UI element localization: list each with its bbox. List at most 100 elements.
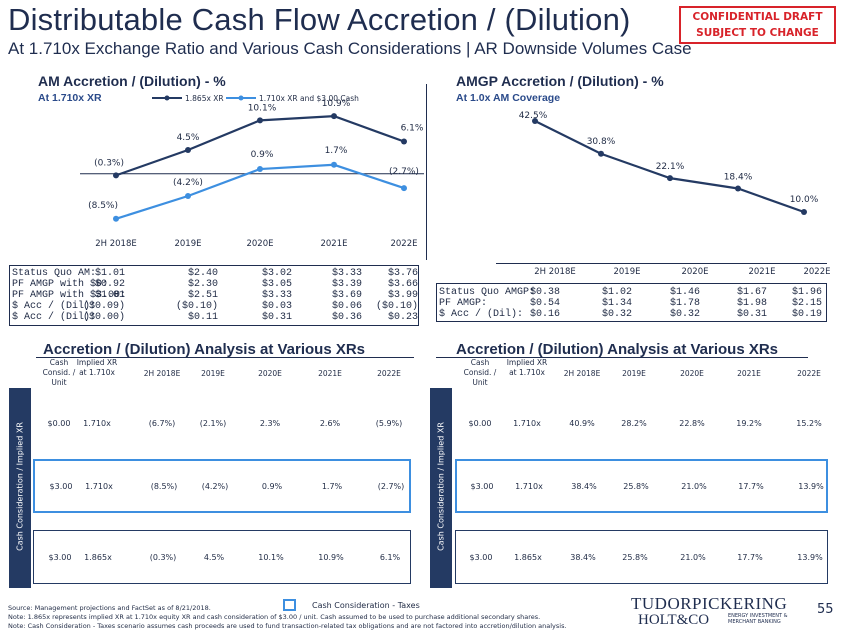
xr-cell: 40.9% xyxy=(569,418,595,428)
data-point-1-1 xyxy=(185,193,191,200)
am-stats-value: $0.03 xyxy=(261,301,292,312)
am-stats-value: ($0.09) xyxy=(82,301,125,312)
am-stats-value: $3.39 xyxy=(331,279,362,290)
amgp-data-label-2: 22.1% xyxy=(656,162,685,172)
legend-marker-1710-cash xyxy=(238,95,244,101)
data-label-0-0: (0.3%) xyxy=(94,158,124,168)
am-stats-value: $3.33 xyxy=(261,290,292,301)
am-chart-title: AM Accretion / (Dilution) - % xyxy=(38,73,226,89)
xr-cell: (5.9%) xyxy=(375,418,403,428)
xr-cell: 13.9% xyxy=(797,552,823,562)
data-label-1-0: (8.5%) xyxy=(88,201,118,211)
am-stats-value: ($0.00) xyxy=(82,312,125,323)
am-stats-value: $3.76 xyxy=(387,268,418,279)
am-x-tick-0: 2H 2018E xyxy=(95,239,137,249)
amgp-stats-value: $1.78 xyxy=(669,298,700,309)
xr-cell: (6.7%) xyxy=(148,418,176,428)
logo-line-2: HOLT&CO xyxy=(638,612,710,628)
confidential-line-2: SUBJECT TO CHANGE xyxy=(696,27,819,39)
amgp-stats-value: $0.31 xyxy=(736,309,767,320)
amgp-stats-value: $1.46 xyxy=(669,287,700,298)
logo-tagline-2: MERCHANT BANKING xyxy=(728,619,781,625)
xr-cell: 1.710x xyxy=(83,418,111,428)
cash-consideration-legend-swatch xyxy=(283,599,296,611)
xr-column-header: Cash Consid. / Unit xyxy=(42,358,76,387)
logo-line-1: TUDORPICKERING xyxy=(631,594,788,613)
xr-cell: $3.00 xyxy=(469,552,493,562)
cash-consideration-legend-label: Cash Consideration - Taxes xyxy=(312,601,420,610)
am-stats-value: $3.66 xyxy=(387,279,418,290)
xr-column-header: 2020E xyxy=(258,369,282,378)
amgp-stats-col-header: 2H 2018E xyxy=(534,267,576,277)
logo-tagline-1: ENERGY INVESTMENT & xyxy=(728,613,788,619)
xr-cell: 1.865x xyxy=(514,552,542,562)
data-label-0-4: 6.1% xyxy=(401,124,424,134)
data-point-1-2 xyxy=(257,166,263,173)
amgp-stats-border xyxy=(436,283,827,322)
amgp-data-label-3: 18.4% xyxy=(724,172,753,182)
xr-cell: (4.2%) xyxy=(201,481,229,491)
xr-cell: (2.7%) xyxy=(377,481,405,491)
am-chart-subtitle: At 1.710x XR xyxy=(38,92,102,104)
amgp-stats-value: $0.19 xyxy=(791,309,822,320)
page-number: 55 xyxy=(817,602,834,617)
amgp-stats-col-header: 2021E xyxy=(748,267,776,277)
xr-row-hl: $3.00 1.710x (8.5%) (4.2%) 0.9% 1.7% (2.7%) xyxy=(33,459,411,513)
amgp-data-point-3 xyxy=(735,185,741,192)
am-stats-value: $0.92 xyxy=(94,279,125,290)
xr-cell: 1.710x xyxy=(513,418,541,428)
amgp-chart-subtitle: At 1.0x AM Coverage xyxy=(456,92,561,104)
xr-cell: 2.3% xyxy=(259,418,281,428)
xr-cell: 10.9% xyxy=(318,552,344,562)
xr-sidebar xyxy=(430,388,452,588)
legend-label-1710-cash: 1.710x XR and $3.00 Cash xyxy=(259,94,359,103)
am-x-tick-1: 2019E xyxy=(174,239,201,249)
xr-cell: 17.7% xyxy=(737,552,763,562)
xr-table-title: Accretion / (Dilution) Analysis at Vario… xyxy=(43,341,366,358)
am-x-tick-3: 2021E xyxy=(320,239,347,249)
xr-sidebar-label: Cash Consideration / Implied XR xyxy=(436,422,446,551)
xr-column-header: 2H 2018E xyxy=(143,369,181,378)
xr-cell: 21.0% xyxy=(681,481,707,491)
logo-tagline: ENERGY INVESTMENT & MERCHANT BANKING xyxy=(728,613,788,625)
amgp-stats-row-label: PF AMGP: xyxy=(439,298,488,309)
legend-label-1865: 1.865x XR xyxy=(185,94,224,103)
data-point-1-4 xyxy=(401,185,407,192)
page-subtitle: At 1.710x Exchange Ratio and Various Cas… xyxy=(8,39,692,58)
amgp-data-point-4 xyxy=(801,209,807,215)
xr-table-title: Accretion / (Dilution) Analysis at Vario… xyxy=(456,341,779,358)
am-stats-value: $3.69 xyxy=(331,290,362,301)
data-label-1-2: 0.9% xyxy=(251,150,274,160)
xr-cell: (8.5%) xyxy=(150,481,178,491)
xr-column-header: 2019E xyxy=(201,369,225,378)
xr-cell: 25.8% xyxy=(623,481,649,491)
am-stats-value: $3.33 xyxy=(331,268,362,279)
data-label-0-2: 10.1% xyxy=(248,103,277,113)
data-label-1-3: 1.7% xyxy=(325,146,348,156)
xr-cell: $0.00 xyxy=(468,418,492,428)
xr-cell: 38.4% xyxy=(571,481,597,491)
am-stats-value: $3.02 xyxy=(261,268,292,279)
am-stats-value: $3.05 xyxy=(261,279,292,290)
xr-cell: $3.00 xyxy=(470,481,494,491)
xr-column-header: Implied XR at 1.710x xyxy=(76,358,118,377)
xr-cell: 1.710x xyxy=(515,481,543,491)
am-stats-value: $0.11 xyxy=(187,312,218,323)
amgp-data-label-1: 30.8% xyxy=(587,137,616,147)
chart-divider xyxy=(426,84,427,260)
xr-title-rule xyxy=(436,357,808,358)
am-stats-row-label: PF AMGP with $3.00: xyxy=(12,290,127,301)
am-stats-row-label: $ Acc / (Dil): xyxy=(12,301,97,312)
page-title: Distributable Cash Flow Accretion / (Dil… xyxy=(8,2,631,37)
amgp-stats-value: $1.34 xyxy=(601,298,632,309)
amgp-stats-header-rule xyxy=(496,263,827,264)
source-note: Source: Management projections and FactS… xyxy=(8,604,211,612)
xr-cell: 4.5% xyxy=(203,552,225,562)
xr-cell: 1.7% xyxy=(321,481,343,491)
xr-column-header: Implied XR at 1.710x xyxy=(506,358,548,377)
am-x-tick-2: 2020E xyxy=(246,239,273,249)
legend-marker-1865 xyxy=(164,95,170,101)
amgp-stats-value: $0.32 xyxy=(669,309,700,320)
am-stats-value: $0.31 xyxy=(261,312,292,323)
